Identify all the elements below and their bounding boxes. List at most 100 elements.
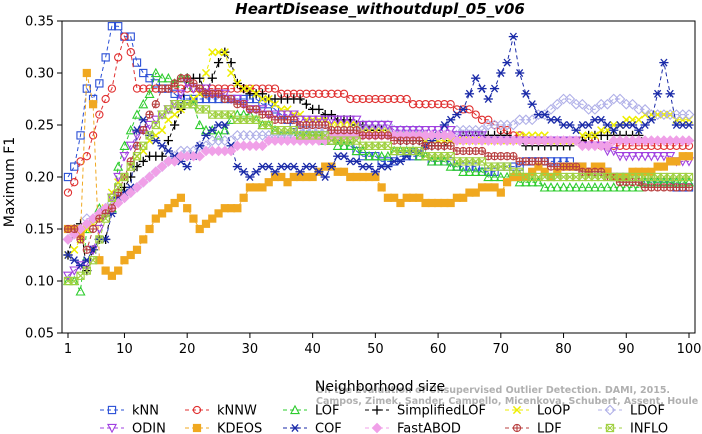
data-point — [120, 256, 129, 265]
data-point — [264, 178, 273, 187]
data-point — [82, 68, 91, 78]
legend-item-knn: kNN — [100, 404, 159, 419]
data-point — [496, 68, 506, 78]
series-ldf — [63, 74, 694, 254]
data-point — [471, 188, 480, 197]
data-point — [195, 94, 204, 104]
data-point — [308, 162, 318, 171]
data-point — [502, 178, 512, 187]
data-point — [370, 167, 380, 176]
data-point — [390, 193, 399, 202]
data-point — [70, 245, 79, 254]
data-point — [139, 235, 148, 244]
legend-item-odin: ODIN — [100, 422, 166, 434]
data-point — [571, 182, 582, 192]
data-point — [107, 22, 117, 31]
data-point — [151, 214, 160, 223]
data-point — [540, 167, 549, 176]
data-point — [326, 162, 337, 171]
data-point — [402, 94, 411, 104]
data-point — [239, 167, 249, 176]
data-point — [446, 198, 455, 208]
data-point — [383, 162, 393, 171]
data-point — [119, 152, 130, 162]
series-line — [67, 36, 689, 267]
data-point — [602, 120, 613, 130]
data-point — [476, 166, 488, 176]
data-point — [138, 115, 148, 124]
data-point — [176, 84, 186, 93]
x-tick-label: 1 — [64, 342, 72, 357]
data-point — [545, 182, 557, 192]
data-point — [214, 48, 223, 57]
data-point — [151, 136, 161, 145]
data-point — [333, 89, 342, 98]
data-point — [426, 156, 437, 166]
data-point — [301, 99, 311, 109]
data-point — [558, 182, 569, 192]
data-point — [421, 100, 430, 109]
legend-marker — [290, 423, 300, 433]
data-point — [175, 89, 186, 100]
data-point — [226, 84, 236, 93]
data-point — [239, 100, 248, 109]
data-point — [113, 172, 124, 183]
data-point — [358, 94, 367, 104]
data-point — [514, 176, 525, 187]
data-point — [88, 131, 98, 140]
y-tick-label: 0.25 — [25, 119, 54, 134]
legend-marker — [372, 405, 382, 415]
data-point — [515, 68, 525, 78]
data-point — [119, 192, 130, 204]
data-point — [101, 53, 110, 62]
data-point — [232, 109, 243, 119]
x-tick-label: 20 — [179, 342, 196, 357]
data-point — [245, 84, 255, 93]
data-point — [176, 193, 186, 202]
data-point — [321, 120, 330, 130]
data-point — [195, 73, 205, 83]
data-point — [301, 115, 312, 126]
data-point — [233, 204, 242, 213]
data-point — [371, 172, 380, 182]
data-point — [464, 89, 475, 98]
data-point — [639, 104, 651, 115]
data-point — [382, 120, 393, 131]
data-point — [145, 131, 154, 140]
legend-item-fastabod: FastABOD — [365, 422, 461, 434]
data-point — [614, 182, 626, 192]
data-point — [502, 162, 512, 171]
data-point — [170, 120, 180, 130]
data-point — [683, 135, 695, 146]
data-point — [357, 145, 368, 156]
data-point — [483, 171, 494, 182]
x-tick-label: 60 — [430, 342, 447, 357]
data-point — [163, 72, 174, 83]
data-point — [257, 89, 268, 99]
data-point — [169, 156, 180, 167]
data-point — [364, 94, 374, 104]
data-point — [307, 115, 318, 126]
data-point — [552, 115, 562, 124]
data-point — [383, 141, 393, 150]
data-point — [70, 162, 79, 171]
data-point — [88, 100, 98, 109]
data-point — [63, 250, 73, 260]
data-point — [302, 89, 311, 98]
data-point — [446, 100, 455, 109]
data-point — [113, 161, 124, 171]
data-point — [415, 100, 424, 109]
data-point — [614, 152, 626, 162]
data-point — [63, 188, 73, 197]
data-point — [589, 104, 601, 115]
data-point — [125, 141, 136, 152]
data-point — [433, 100, 443, 109]
legend: kNN kNNW LOF SimplifiedLOF LoOP LDOF ODIN KDEOS… — [100, 404, 668, 434]
data-point — [139, 126, 148, 135]
data-point — [308, 172, 317, 182]
data-point — [584, 131, 593, 140]
legend-marker — [604, 404, 616, 416]
data-point — [295, 94, 305, 104]
data-point — [564, 93, 576, 105]
data-point — [164, 204, 173, 213]
